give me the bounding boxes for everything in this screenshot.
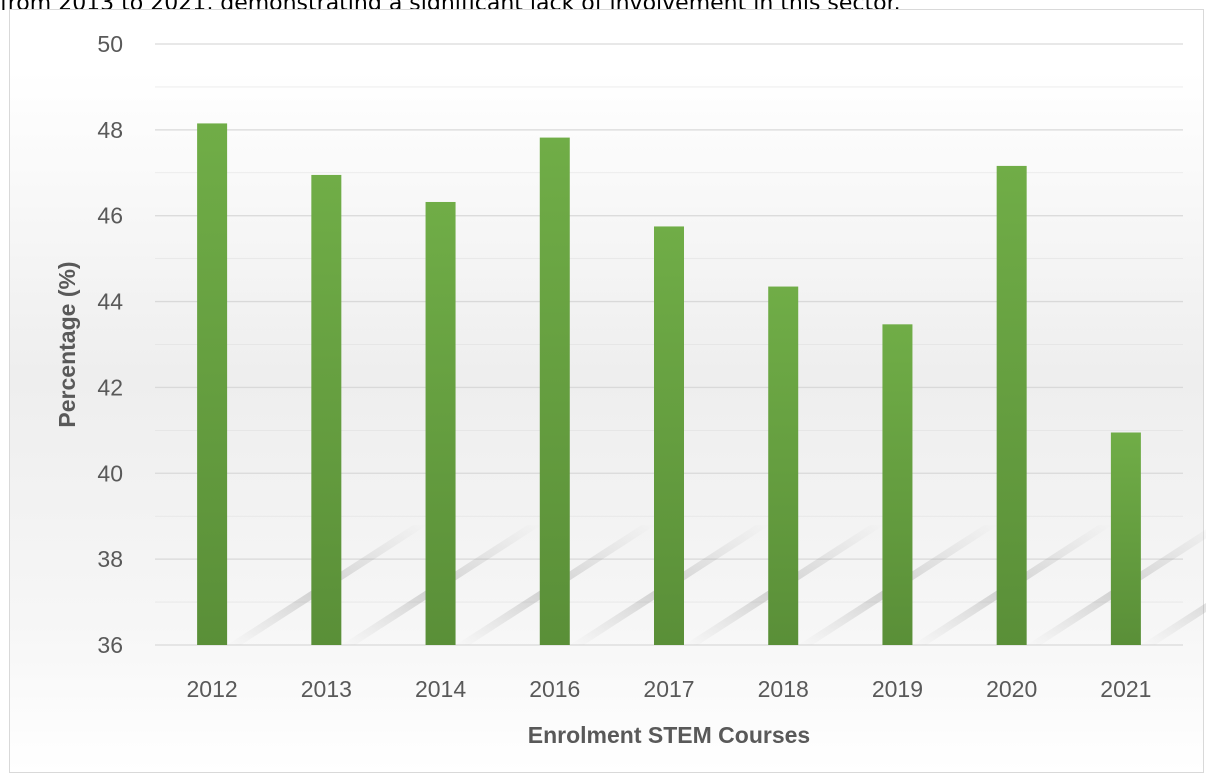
x-tick-label: 2014	[415, 676, 466, 702]
x-tick-label: 2016	[529, 676, 580, 702]
y-tick-label: 44	[97, 289, 123, 315]
bar-2019	[882, 324, 913, 645]
x-tick-label: 2020	[986, 676, 1037, 702]
y-tick-label: 48	[97, 117, 123, 143]
y-axis-title: Percentage (%)	[54, 261, 80, 427]
x-axis-ticks: 2012 2013 2014 2016 2017 2018 2019 2020 2021	[187, 676, 1152, 702]
x-tick-label: 2021	[1100, 676, 1151, 702]
bar-2016	[539, 137, 570, 645]
y-tick-label: 36	[97, 632, 123, 658]
y-tick-label: 42	[97, 374, 123, 400]
y-tick-label: 50	[97, 31, 123, 57]
x-tick-label: 2012	[187, 676, 238, 702]
bar-2012	[197, 123, 228, 646]
bar-2014	[425, 201, 456, 645]
y-tick-label: 40	[97, 460, 123, 486]
x-tick-label: 2017	[643, 676, 694, 702]
y-tick-label: 38	[97, 546, 123, 572]
y-axis-ticks: 36 38 40 42 44 46 48 50	[97, 31, 123, 658]
bar-2017	[654, 226, 684, 646]
bars	[197, 123, 1141, 646]
x-tick-label: 2013	[301, 676, 352, 702]
bar-2013	[311, 174, 342, 646]
bar-2018	[768, 286, 799, 645]
bar-reflection	[1140, 602, 1206, 645]
bar-reflections	[227, 525, 1206, 645]
x-tick-label: 2019	[872, 676, 923, 702]
x-axis-title: Enrolment STEM Courses	[528, 722, 810, 748]
bar-2021	[1110, 432, 1141, 645]
y-tick-label: 46	[97, 203, 123, 229]
bar-2020	[996, 165, 1027, 645]
x-tick-label: 2018	[758, 676, 809, 702]
